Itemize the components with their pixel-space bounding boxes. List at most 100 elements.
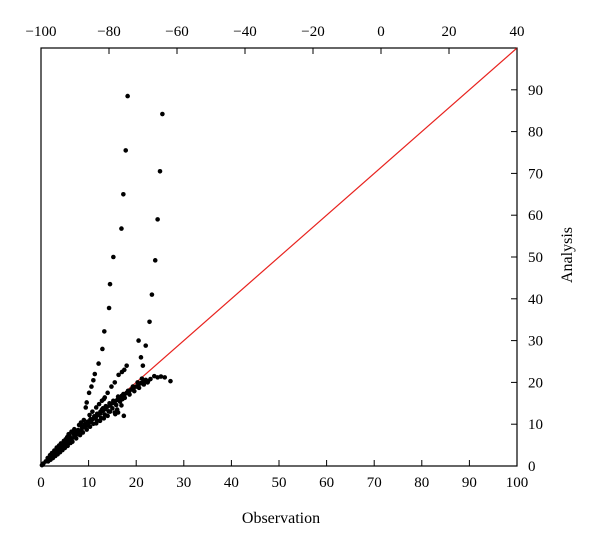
data-point [141, 382, 147, 387]
x-tick-label: 10 [81, 475, 96, 491]
data-point [76, 422, 82, 428]
data-point [96, 401, 102, 407]
data-point [147, 319, 152, 325]
data-point [123, 148, 129, 153]
y-tick-label: 40 [528, 292, 543, 308]
data-point [107, 401, 112, 406]
data-point [127, 392, 132, 397]
data-point [94, 411, 100, 417]
data-point [88, 416, 93, 422]
data-point [119, 226, 124, 231]
data-point [117, 399, 123, 404]
top-tick-label: −100 [26, 24, 57, 40]
data-point [103, 403, 109, 409]
y-tick-label: 0 [528, 459, 536, 475]
x-tick-label: 60 [319, 475, 334, 491]
data-point [121, 413, 127, 419]
data-point [115, 410, 121, 415]
data-point [116, 372, 121, 378]
data-point [106, 305, 112, 311]
data-point [68, 440, 73, 446]
data-point [131, 388, 137, 394]
data-point [111, 254, 116, 260]
y-tick-label: 60 [528, 208, 543, 224]
x-tick-label: 20 [129, 475, 144, 491]
data-point [157, 169, 163, 174]
x-tick-label: 100 [506, 475, 529, 491]
data-point [130, 384, 136, 389]
data-point [119, 369, 125, 375]
data-point [125, 93, 130, 99]
y-tick-label: 90 [528, 83, 543, 99]
data-point [89, 384, 94, 389]
data-point [87, 412, 92, 418]
data-point [92, 371, 98, 377]
data-point [140, 363, 146, 368]
data-point [152, 258, 158, 263]
data-point [151, 373, 157, 379]
data-point [155, 217, 160, 222]
data-point [109, 384, 114, 389]
data-point [39, 462, 45, 468]
y-tick-label: 80 [528, 125, 543, 141]
data-point [83, 405, 89, 410]
y-axis-title: Analysis [559, 227, 576, 283]
data-point [136, 338, 141, 343]
data-point [86, 390, 92, 396]
data-point [115, 394, 121, 399]
x-tick-label: 80 [414, 475, 429, 491]
data-point [93, 421, 99, 426]
data-point [121, 391, 126, 397]
top-tick-label: 40 [510, 24, 525, 40]
data-point [124, 363, 129, 368]
data-point [87, 424, 93, 430]
top-tick-label: −80 [97, 24, 120, 40]
data-point [91, 378, 96, 383]
data-point [119, 403, 124, 408]
data-point [105, 390, 110, 396]
data-point [107, 281, 113, 287]
data-point [102, 395, 108, 400]
data-point [143, 343, 149, 348]
data-point [113, 402, 119, 408]
top-tick-label: −60 [165, 24, 188, 40]
x-tick-label: 30 [176, 475, 191, 491]
y-tick-label: 10 [528, 417, 543, 433]
data-point [145, 380, 150, 385]
x-tick-label: 0 [37, 475, 45, 491]
data-point [100, 346, 105, 352]
data-point [99, 407, 105, 412]
data-point [139, 376, 145, 381]
data-point [162, 375, 168, 380]
y-tick-label: 50 [528, 250, 543, 266]
data-point [102, 329, 107, 334]
data-point [80, 430, 86, 435]
data-point [168, 378, 173, 384]
data-point [97, 418, 103, 424]
y-tick-label: 30 [528, 334, 543, 350]
data-point [125, 388, 131, 394]
top-tick-label: −20 [301, 24, 324, 40]
data-point [106, 408, 111, 414]
data-point [105, 413, 110, 419]
data-point [99, 398, 105, 404]
data-point [112, 380, 118, 385]
data-point [93, 405, 99, 410]
data-point [96, 361, 101, 366]
data-point [90, 409, 95, 414]
y-tick-label: 20 [528, 375, 543, 391]
data-point [101, 416, 107, 421]
data-point [110, 406, 115, 411]
top-tick-label: 20 [442, 24, 457, 40]
x-axis-title: Observation [242, 510, 320, 527]
x-tick-label: 70 [367, 475, 382, 491]
data-point [111, 398, 116, 404]
data-point [160, 111, 165, 117]
top-tick-label: −40 [233, 24, 256, 40]
data-point [45, 459, 51, 464]
data-point [84, 427, 89, 432]
x-tick-label: 90 [462, 475, 477, 491]
data-point [84, 400, 89, 405]
x-tick-label: 40 [224, 475, 239, 491]
